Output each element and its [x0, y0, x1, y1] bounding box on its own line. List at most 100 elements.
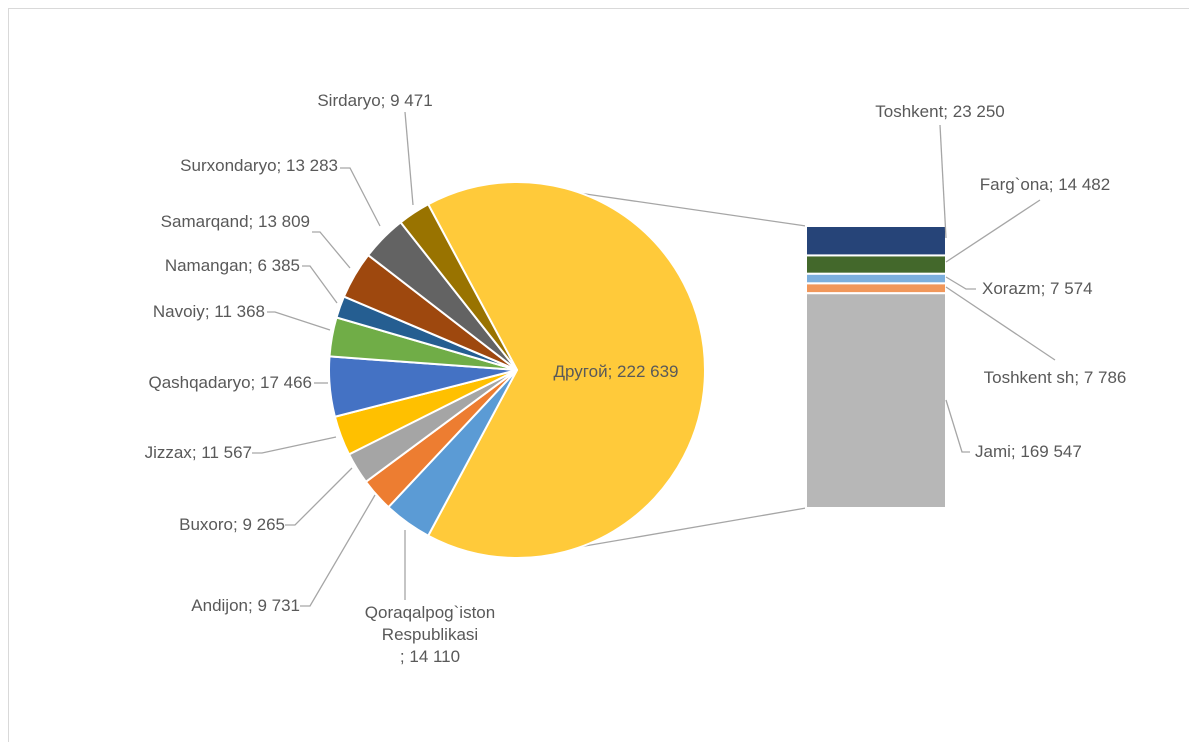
label-value: ; 6 385	[248, 256, 300, 275]
label-part: Jizzax	[144, 443, 192, 462]
label-part: Toshkent	[875, 102, 944, 121]
label-value: ; 9 265	[233, 515, 285, 534]
label-part: 11 368	[214, 302, 265, 321]
label-value: ; 7 786	[1074, 368, 1126, 387]
data-label: Farg`ona; 14 482	[980, 174, 1110, 196]
data-label: Toshkent sh; 7 786	[984, 367, 1127, 389]
bar-segment	[805, 225, 947, 257]
leader-line	[302, 265, 338, 304]
label-value: ; 11 567	[192, 443, 252, 462]
label-part: 13 809	[258, 212, 310, 231]
leader-line	[267, 311, 331, 331]
label-value: ; 23 250	[943, 102, 1004, 121]
label-part: Toshkent sh	[983, 368, 1075, 387]
data-label: Navoiy; 11 368	[153, 301, 265, 323]
data-label: Jami; 169 547	[975, 441, 1082, 463]
label-part: Andijon	[191, 596, 248, 615]
label-value: ; 13 809	[249, 212, 310, 231]
leader-line	[945, 399, 970, 453]
leader-line	[939, 124, 947, 239]
leader-line	[285, 467, 353, 526]
label-value: ; 14 482	[1049, 175, 1110, 194]
label-part: 7 786	[1083, 368, 1127, 387]
leader-line	[945, 199, 1041, 263]
data-label: Sirdaryo; 9 471	[317, 90, 432, 112]
label-value: ; 7 574	[1041, 279, 1093, 298]
label-part: ;	[248, 596, 258, 615]
bar-segment	[805, 272, 947, 285]
label-part: ;	[1074, 368, 1084, 387]
label-part: 14 482	[1058, 175, 1111, 194]
leader-line	[300, 494, 376, 607]
label-part: ;	[248, 256, 258, 275]
data-label: Qoraqalpog`iston Respublikasi; 14 110	[355, 602, 505, 668]
label-part: Qoraqalpog`iston Respublikasi	[364, 603, 496, 644]
label-value: ; 222 639	[608, 362, 679, 381]
pie-slice	[426, 181, 706, 559]
label-part: Buxoro	[179, 515, 233, 534]
label-part: 9 265	[242, 515, 285, 534]
label-part: 13 283	[286, 156, 338, 175]
label-part: Другой	[553, 362, 608, 381]
label-part: ;	[191, 443, 202, 462]
label-part: 23 250	[952, 102, 1005, 121]
label-part: 11 567	[201, 443, 252, 462]
leader-line	[252, 436, 337, 454]
label-part: ;	[276, 156, 286, 175]
label-value: ; 11 368	[205, 302, 265, 321]
label-part: ;	[943, 102, 953, 121]
label-part: ;	[1010, 442, 1021, 461]
label-part: 9 471	[390, 91, 433, 110]
data-label: Surxondaryo; 13 283	[180, 155, 338, 177]
label-part: ;	[1048, 175, 1059, 194]
leader-line	[945, 286, 1056, 361]
label-part: ;	[204, 302, 215, 321]
pie-slice	[399, 202, 518, 371]
data-label: Xorazm; 7 574	[982, 278, 1093, 300]
label-part: ;	[250, 373, 260, 392]
label-part: ;	[399, 647, 410, 666]
data-label: Toshkent; 23 250	[875, 101, 1005, 123]
label-value: ; 17 466	[251, 373, 312, 392]
label-part: ;	[248, 212, 258, 231]
leader-line	[945, 276, 976, 290]
label-value: ; 9 471	[381, 91, 433, 110]
label-part: Sirdaryo	[317, 91, 381, 110]
leader-line	[312, 231, 351, 269]
label-value: ; 169 547	[1011, 442, 1082, 461]
label-part: 17 466	[260, 373, 312, 392]
bar-segment	[805, 254, 947, 275]
label-part: ;	[233, 515, 243, 534]
label-part: Surxondaryo	[180, 156, 277, 175]
data-label: Другой; 222 639	[554, 361, 679, 383]
leader-line	[404, 111, 414, 206]
label-part: 7 574	[1050, 279, 1093, 298]
label-part: Xorazm	[982, 279, 1041, 298]
label-part: 222 639	[617, 362, 679, 381]
label-value: ; 13 283	[277, 156, 338, 175]
bar-segment	[805, 292, 947, 509]
label-part: 9 731	[257, 596, 300, 615]
data-label: Andijon; 9 731	[191, 595, 300, 617]
label-part: Qashqadaryo	[148, 373, 251, 392]
connector-line	[581, 192, 807, 227]
label-part: Samarqand	[160, 212, 249, 231]
label-part: 6 385	[257, 256, 300, 275]
data-label: Qashqadaryo; 17 466	[148, 372, 312, 394]
label-part: ;	[607, 362, 618, 381]
label-part: 169 547	[1020, 442, 1082, 461]
label-part: Namangan	[164, 256, 248, 275]
connector-line	[581, 507, 807, 548]
chart-frame	[8, 8, 1189, 742]
data-label: Namangan; 6 385	[165, 255, 300, 277]
data-label: Jizzax; 11 567	[145, 442, 252, 464]
leader-line	[340, 167, 381, 227]
label-part: Farg`ona	[979, 175, 1049, 194]
label-part: Jami	[975, 442, 1011, 461]
label-value: ; 9 731	[248, 596, 300, 615]
label-part: Navoiy	[152, 302, 205, 321]
label-part: 14 110	[409, 647, 461, 666]
label-part: ;	[380, 91, 391, 110]
data-label: Samarqand; 13 809	[161, 211, 310, 233]
